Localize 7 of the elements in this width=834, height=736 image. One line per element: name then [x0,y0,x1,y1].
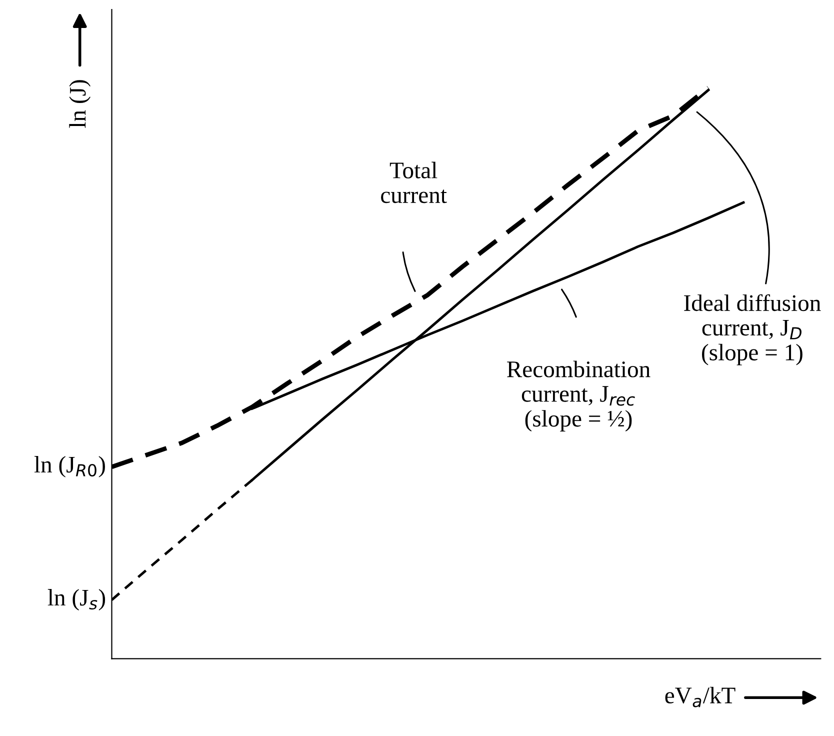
text: Ideal diffusion current, J$_{D}$ (slope = 1) [684,294,821,366]
y-axis-title: ln (J) [69,80,91,128]
x-axis-title: eV$_{a}$/kT [665,686,736,708]
text: Recombination current, J$_{rec}$ (slope = ½) [507,360,650,432]
text: Total current [381,162,447,204]
annotation: ln (J$_{s}$) [48,589,106,610]
annotation: ln (J$_{R0}$) [34,456,105,478]
